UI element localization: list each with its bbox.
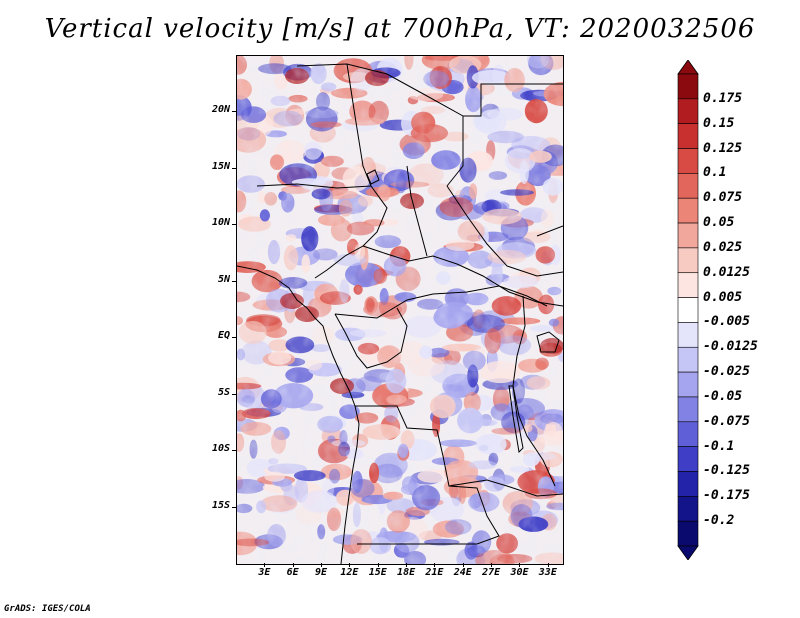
colorbar-segment — [677, 371, 699, 398]
colorbar-label: 0.0125 — [703, 264, 750, 280]
colorbar-label: 0.175 — [703, 90, 743, 106]
colorbar-label: 0.075 — [703, 190, 743, 206]
latitude-label: 15S — [211, 499, 230, 511]
colorbar-segment — [677, 123, 699, 149]
latitude-tick — [232, 111, 236, 113]
border-sudan-east — [463, 83, 563, 117]
border-chad-niger — [346, 63, 372, 187]
colorbar-segment — [677, 272, 699, 298]
latitude-label: 20N — [211, 104, 230, 116]
longitude-label: 9E — [315, 567, 328, 578]
border-drc-north — [334, 285, 548, 319]
colorbar-label: -0.2 — [703, 513, 735, 529]
colorbar-segment — [677, 520, 699, 547]
latitude-label: 10S — [211, 443, 230, 455]
colorbar-min-arrow — [677, 545, 699, 560]
longitude-label: 24E — [453, 567, 472, 578]
colorbar — [677, 60, 699, 560]
latitude-label: 10N — [211, 217, 230, 229]
colorbar-label: 0.005 — [703, 289, 743, 305]
colorbar-label: -0.05 — [703, 388, 743, 404]
colorbar-max-arrow — [677, 60, 699, 75]
latitude-tick — [232, 450, 236, 452]
colorbar-label: -0.125 — [703, 463, 750, 479]
longitude-tick — [434, 563, 436, 567]
colorbar-label: 0.1 — [703, 165, 727, 181]
border-cameroon-car — [362, 245, 563, 307]
border-zambia — [448, 479, 563, 497]
map-panel — [236, 55, 564, 565]
latitude-label: 15N — [211, 160, 230, 172]
latitude-tick — [232, 280, 236, 282]
longitude-tick — [292, 563, 294, 567]
longitude-label: 21E — [425, 567, 444, 578]
country-borders — [237, 63, 563, 564]
border-ethiopia — [536, 225, 563, 237]
longitude-label: 27E — [482, 567, 501, 578]
colorbar-segment — [677, 446, 699, 472]
latitude-label: 5N — [217, 273, 230, 285]
lake-chad — [366, 169, 380, 185]
colorbar-label: -0.005 — [703, 314, 750, 330]
colorbar-segment — [677, 222, 699, 249]
latitude-tick — [232, 167, 236, 169]
colorbar-label: 0.05 — [703, 215, 735, 231]
longitude-tick — [491, 563, 493, 567]
map-title: Vertical velocity [m/s] at 700hPa, VT: 2… — [44, 14, 756, 44]
longitude-label: 3E — [258, 567, 271, 578]
colorbar-label: -0.0125 — [703, 339, 758, 355]
latitude-label: EQ — [217, 330, 230, 342]
longitude-label: 30E — [510, 567, 529, 578]
longitude-label: 12E — [340, 567, 359, 578]
colorbar-label: -0.025 — [703, 364, 750, 380]
longitude-label: 15E — [368, 567, 387, 578]
colorbar-segment — [677, 73, 699, 100]
longitude-tick — [406, 563, 408, 567]
colorbar-label: 0.15 — [703, 115, 735, 131]
longitude-tick — [377, 563, 379, 567]
colorbar-label: -0.175 — [703, 488, 750, 504]
colorbar-segment — [677, 98, 699, 124]
colorbar-label: 0.025 — [703, 239, 743, 255]
lake-victoria — [536, 331, 560, 353]
fine-scale-texture — [237, 56, 563, 564]
colorbar-label: 0.125 — [703, 140, 743, 156]
coastline-west — [237, 265, 360, 564]
colorbar-segment — [677, 346, 699, 373]
latitude-tick — [232, 506, 236, 508]
longitude-tick — [321, 563, 323, 567]
colorbar-segment — [677, 471, 699, 497]
latitude-tick — [232, 224, 236, 226]
longitude-label: 18E — [397, 567, 416, 578]
border-sudan-south — [446, 185, 563, 277]
colorbar-segment — [677, 396, 699, 423]
colorbar-segment — [677, 173, 699, 199]
latitude-tick — [232, 393, 236, 395]
vertical-velocity-field — [237, 56, 563, 564]
latitude-label: 5S — [217, 386, 230, 398]
nile-channel — [406, 165, 428, 257]
colorbar-segment — [677, 197, 699, 224]
longitude-tick — [547, 563, 549, 567]
colorbar-segment — [677, 247, 699, 274]
longitude-label: 6E — [286, 567, 299, 578]
colorbar-label: -0.075 — [703, 413, 750, 429]
border-nigeria — [256, 183, 388, 279]
latitude-tick — [232, 337, 236, 339]
longitude-tick — [349, 563, 351, 567]
colorbar-segment — [677, 148, 699, 174]
colorbar-segment — [677, 421, 699, 447]
longitude-tick — [519, 563, 521, 567]
border-congo — [334, 307, 408, 369]
longitude-tick — [462, 563, 464, 567]
colorbar-segment — [677, 496, 699, 522]
credit-text: GrADS: IGES/COLA — [4, 604, 91, 614]
longitude-label: 33E — [538, 567, 557, 578]
longitude-tick — [264, 563, 266, 567]
colorbar-label: -0.1 — [703, 438, 735, 454]
colorbar-segment — [677, 322, 699, 348]
border-drc-east — [512, 295, 556, 487]
colorbar-segment — [677, 297, 699, 323]
lake-tanganyika — [508, 385, 524, 454]
